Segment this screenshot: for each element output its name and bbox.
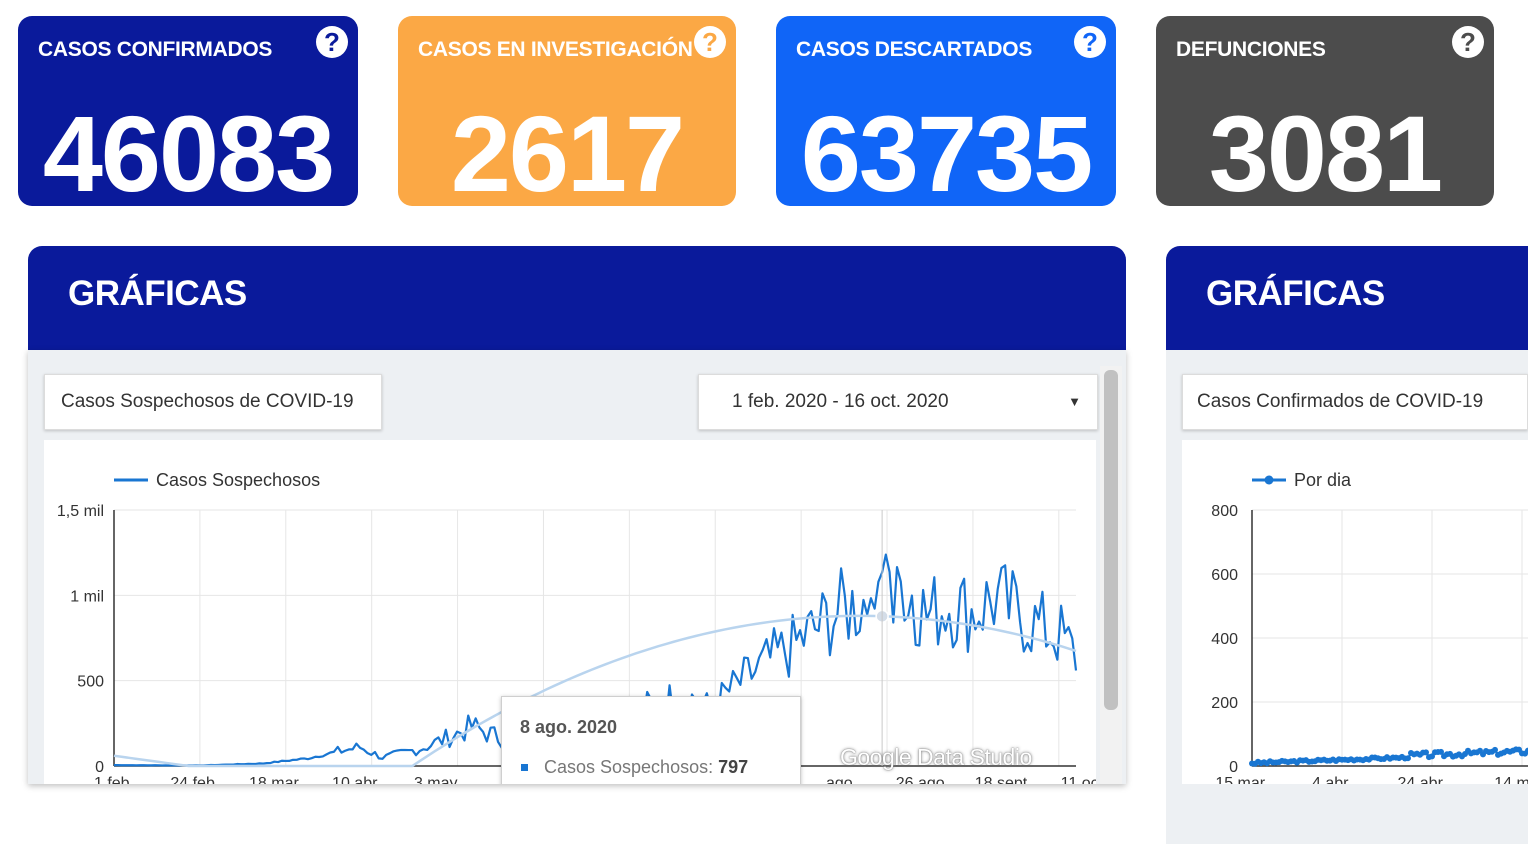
card-casos-descartados: CASOS DESCARTADOS ? 63735 (776, 16, 1116, 206)
series-point (1423, 749, 1429, 756)
tooltip-series-marker (521, 764, 528, 771)
tooltip-value: 797 (718, 757, 749, 777)
y-tick-label: 200 (1211, 695, 1238, 712)
x-tick-label: 11 oct. (1061, 775, 1096, 784)
chart-area-left: 0 500 1 mil 1,5 mil 1 feb. 24 feb. 18 mar. 10 a… (44, 440, 1096, 784)
chart-title-chip: Casos Sospechosos de COVID-19 (44, 374, 382, 430)
chart-area-right: 0 200 400 600 800 15 mar. 4 abr. 24 abr. 14 m Por… (1182, 440, 1528, 784)
date-range-label: 1 feb. 2020 - 16 oct. 2020 (732, 391, 949, 412)
card-defunciones: DEFUNCIONES ? 3081 (1156, 16, 1494, 206)
y-tick-label: 600 (1211, 567, 1238, 584)
series-point (1438, 748, 1444, 755)
card-value: 63735 (800, 93, 1093, 207)
panel-scrollbar[interactable] (1100, 366, 1122, 784)
series-point (1492, 746, 1498, 753)
chart-title-chip: Casos Confirmados de COVID-19 (1182, 374, 1528, 430)
help-icon[interactable]: ? (316, 26, 348, 58)
x-tick-label: 4 abr. (1312, 775, 1352, 784)
tooltip-series-row: Casos Sospechosos: 797 (544, 757, 748, 778)
panel-header-left: GRÁFICAS (28, 246, 1126, 350)
x-tick-label: 14 m (1494, 775, 1528, 784)
card-label: CASOS DESCARTADOS (796, 38, 1033, 61)
legend-label: Casos Sospechosos (156, 470, 320, 490)
card-value: 2617 (450, 93, 685, 207)
card-casos-confirmados: CASOS CONFIRMADOS ? 46083 (18, 16, 358, 206)
date-range-selector[interactable]: 1 feb. 2020 - 16 oct. 2020 ▼ (698, 374, 1098, 430)
x-tick-label: 1 feb. (94, 775, 134, 784)
x-tick-label: 24 feb. (170, 775, 219, 784)
y-tick-label: 1,5 mil (57, 503, 104, 520)
panel-header-right: GRÁFICAS (1166, 246, 1528, 350)
x-tick-label: ago. (826, 775, 857, 784)
card-label: CASOS CONFIRMADOS (38, 38, 273, 61)
card-label: CASOS EN INVESTIGACIÓN (418, 38, 693, 61)
x-tick-label: 3 may. (414, 775, 461, 784)
x-tick-label: 15 mar. (1215, 775, 1268, 784)
x-tick-label: 18 sept. (975, 775, 1032, 784)
card-casos-investigacion: CASOS EN INVESTIGACIÓN ? 2617 (398, 16, 736, 206)
panel-title: GRÁFICAS (1206, 274, 1385, 313)
y-tick-label: 400 (1211, 631, 1238, 648)
y-tick-label: 800 (1211, 503, 1238, 520)
legend-marker (1264, 475, 1274, 485)
chart-tooltip: 8 ago. 2020 Casos Sospechosos: 797 (501, 696, 801, 784)
series-point (1405, 755, 1411, 762)
y-tick-label: 500 (77, 674, 104, 691)
y-tick-label: 1 mil (70, 588, 104, 605)
card-value: 3081 (1208, 93, 1443, 207)
card-value: 46083 (42, 93, 335, 207)
y-tick-label: 0 (1229, 759, 1238, 776)
help-icon[interactable]: ? (694, 26, 726, 58)
help-icon[interactable]: ? (1452, 26, 1484, 58)
y-tick-label: 0 (95, 759, 104, 776)
legend-label: Por dia (1294, 470, 1352, 490)
x-tick-label: 10 abr. (332, 775, 381, 784)
x-tick-label: 26 ago. (896, 775, 949, 784)
help-icon[interactable]: ? (1074, 26, 1106, 58)
caret-down-icon: ▼ (1068, 394, 1081, 409)
panel-body-right: Casos Confirmados de COVID-19 0 200 400 600… (1166, 350, 1528, 844)
scrollbar-thumb[interactable] (1104, 370, 1118, 710)
x-tick-label: 18 mar. (249, 775, 302, 784)
trend-line (113, 614, 1077, 768)
series-point (1429, 753, 1435, 760)
confirmed-cases-chart: 0 200 400 600 800 15 mar. 4 abr. 24 abr. 14 m Por… (1211, 470, 1528, 784)
chart-watermark: Google Data Studio (840, 744, 1032, 770)
series-point (1525, 747, 1528, 754)
panel-title: GRÁFICAS (68, 274, 247, 313)
tooltip-series-label: Casos Sospechosos: (544, 757, 714, 777)
tooltip-date: 8 ago. 2020 (520, 717, 618, 737)
card-label: DEFUNCIONES (1176, 38, 1326, 61)
x-tick-label: 24 abr. (1398, 775, 1447, 784)
panel-body-left: Casos Sospechosos de COVID-19 1 feb. 202… (28, 350, 1126, 784)
